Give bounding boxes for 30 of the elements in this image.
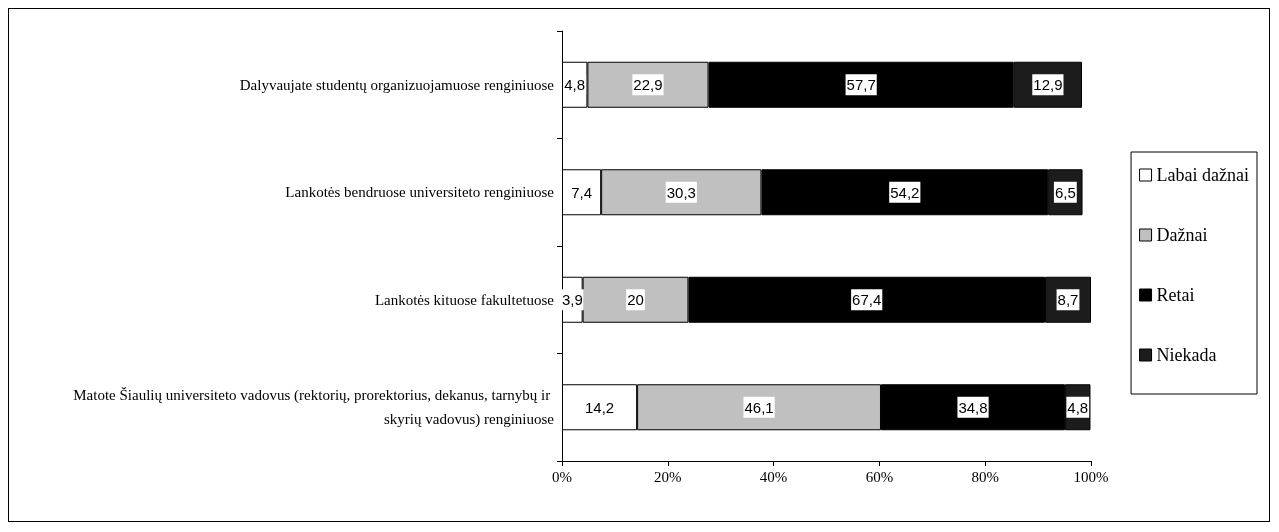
data-label: 7,4 (571, 183, 592, 201)
data-label: 6,5 (1054, 183, 1076, 201)
data-label: 3,9 (561, 291, 583, 309)
data-label: 57,7 (846, 76, 876, 94)
x-tick-label: 80% (971, 468, 999, 485)
data-label: 14,2 (584, 398, 615, 416)
x-tick-label: 60% (865, 468, 894, 485)
x-tick-label: 20% (654, 468, 682, 485)
data-label: 46,1 (744, 398, 774, 416)
legend-label: Labai dažnai (1156, 165, 1250, 185)
data-label: 67,4 (852, 291, 882, 309)
data-label: 30,3 (666, 183, 696, 201)
y-tick-label: Lankotės bendruose universiteto renginiuose (285, 184, 555, 201)
data-label: 22,9 (633, 76, 663, 94)
y-tick-label: Dalyvaujate studentų organizuojamuose renginiuose (239, 76, 555, 93)
data-label: 20 (627, 291, 644, 309)
data-label: 34,8 (958, 398, 988, 416)
data-label: 4,8 (1067, 398, 1089, 416)
legend-label: Retai (1156, 285, 1195, 305)
y-tick-label: Matote Šiaulių universiteto vadovus (rektorių, prorektorius, dekanus, tarnybų ir skyrių vadovus) renginiuose (73, 387, 555, 429)
data-label: 8,7 (1057, 291, 1079, 309)
legend-label: Niekada (1156, 345, 1217, 365)
data-label: 54,2 (890, 183, 920, 201)
x-tick-label: 0% (552, 468, 572, 485)
x-tick-label: 100% (1073, 468, 1109, 485)
legend-label: Dažnai (1156, 225, 1208, 245)
x-tick-label: 40% (759, 468, 788, 485)
data-label: 4,8 (564, 76, 586, 94)
y-tick-label: Lankotės kituose fakultetuose (374, 291, 555, 308)
data-label: 12,9 (1033, 76, 1063, 94)
